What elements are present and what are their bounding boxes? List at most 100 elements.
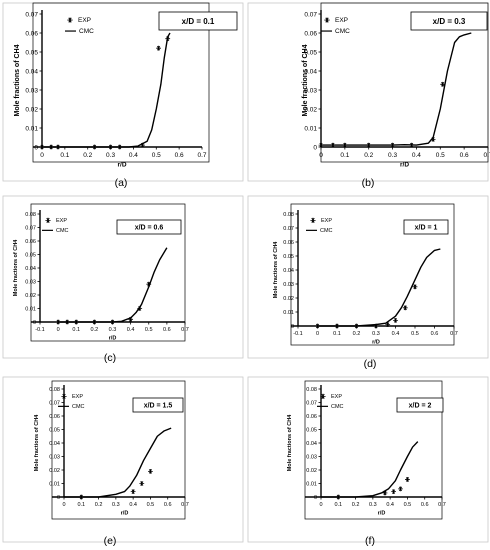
data-point-exp xyxy=(373,323,379,329)
x-tick-label: 0.4 xyxy=(129,502,137,508)
x-tick-label: 0.2 xyxy=(352,502,360,508)
data-point-exp xyxy=(148,468,153,474)
y-tick-label: 0 xyxy=(33,320,36,326)
x-tick-label: 0.6 xyxy=(163,327,171,333)
data-point-exp xyxy=(110,319,115,325)
y-tick-label: 0 xyxy=(313,144,317,151)
legend-label-exp: EXP xyxy=(331,394,342,400)
x-tick-label: 0.5 xyxy=(147,502,155,508)
data-point-exp xyxy=(64,319,70,325)
annotation-box xyxy=(158,11,238,31)
x-axis-label: r/D xyxy=(121,511,129,517)
data-point-exp xyxy=(354,323,359,329)
data-point-exp xyxy=(402,305,408,311)
y-tick-label: 0.08 xyxy=(25,212,36,218)
y-tick-label: 0.04 xyxy=(25,266,36,272)
y-tick-label: 0.01 xyxy=(25,306,36,312)
series-line-cmc xyxy=(317,248,441,327)
data-point-exp xyxy=(342,142,348,148)
series-line-cmc xyxy=(64,427,172,498)
y-tick-label: 0.07 xyxy=(49,400,60,406)
y-tick-label: 0.06 xyxy=(283,240,294,246)
legend-label-cmc: CMC xyxy=(331,404,344,410)
x-tick-label: 0.7 xyxy=(438,502,446,508)
legend-label-cmc: CMC xyxy=(72,404,85,410)
legend-label-cmc: CMC xyxy=(320,228,333,234)
x-tick-label: 0.5 xyxy=(436,152,445,159)
x-tick-label: 0.1 xyxy=(60,152,69,159)
axes-box xyxy=(290,203,455,346)
legend-label-exp: EXP xyxy=(335,17,348,24)
y-tick-label: 0.03 xyxy=(25,279,36,285)
y-axis-label: Mole fractions of CH4 xyxy=(302,44,309,116)
data-point-exp xyxy=(334,323,340,329)
data-point-exp xyxy=(412,284,418,290)
y-tick-label: 0.01 xyxy=(306,481,317,487)
annotation-label: x/D = 0.6 xyxy=(135,225,164,232)
y-tick-label: 0.05 xyxy=(283,254,294,260)
legend-label-cmc: CMC xyxy=(79,28,94,35)
data-point-exp xyxy=(156,45,161,51)
y-tick-label: 0.05 xyxy=(49,427,60,433)
data-point-exp xyxy=(39,144,45,150)
legend-marker-exp xyxy=(324,17,330,23)
data-point-exp xyxy=(385,322,391,327)
y-tick-label: 0.04 xyxy=(25,68,38,75)
y-tick-label: 0.08 xyxy=(49,387,60,393)
x-tick-label: 0.4 xyxy=(392,331,400,337)
y-axis-label: Mole fractions of CH4 xyxy=(273,241,279,298)
y-tick-label: 0.01 xyxy=(283,310,294,316)
panel-caption: (c) xyxy=(104,352,116,364)
y-tick-label: 0.03 xyxy=(49,454,60,460)
data-point-exp xyxy=(146,281,152,287)
y-tick-label: 0.05 xyxy=(304,49,317,56)
data-point-exp xyxy=(391,489,396,494)
annotation-label: x/D = 0.3 xyxy=(433,17,466,26)
x-tick-label: 0.3 xyxy=(109,327,117,333)
legend-marker-exp xyxy=(45,217,51,223)
y-tick-label: 0.01 xyxy=(49,481,60,487)
x-tick-label: 0.4 xyxy=(386,502,394,508)
chart-panel: 0 0.01 0.02 0.03 0.04 0.05 0.06 0.07 0.08 0 0.1 0.2… xyxy=(2,376,244,547)
chart-panel: 0 0.01 0.02 0.03 0.04 0.05 0.06 0.07 0.08 0 0.1 0.2… xyxy=(247,376,489,547)
x-tick-label: 0.4 xyxy=(129,152,138,159)
data-point-exp xyxy=(78,494,84,500)
y-tick-label: 0 xyxy=(57,495,60,501)
x-axis-label: r/D xyxy=(378,511,386,517)
x-tick-label: 0.1 xyxy=(334,502,342,508)
data-point-exp xyxy=(398,486,403,492)
data-point-exp xyxy=(330,142,336,148)
y-tick-label: 0.06 xyxy=(306,414,317,420)
data-point-exp xyxy=(335,494,341,500)
data-point-exp xyxy=(55,144,61,150)
data-point-exp xyxy=(73,319,79,325)
legend-label-exp: EXP xyxy=(56,218,67,224)
y-axis-label: Mole fractions of CH4 xyxy=(14,44,21,116)
data-point-exp xyxy=(140,142,145,148)
x-tick-label: 0.2 xyxy=(364,152,373,159)
annotation-box xyxy=(410,11,488,31)
y-tick-label: 0.03 xyxy=(304,87,317,94)
data-point-exp xyxy=(55,319,61,325)
x-tick-label: 0.6 xyxy=(164,502,172,508)
x-axis-label: r/D xyxy=(117,162,126,169)
annotation-label: x/D = 1.5 xyxy=(144,403,173,410)
panel-caption: (b) xyxy=(362,177,375,189)
panel-caption: (f) xyxy=(365,535,375,547)
y-tick-label: 0.04 xyxy=(304,68,317,75)
data-point-exp xyxy=(108,144,113,150)
y-tick-label: 0 xyxy=(314,495,317,501)
data-point-exp xyxy=(130,489,136,494)
data-point-exp xyxy=(165,36,171,42)
x-tick-label: 0.2 xyxy=(91,327,99,333)
data-point-exp xyxy=(315,323,320,329)
x-tick-label: 0 xyxy=(319,152,323,159)
x-tick-label: 0.3 xyxy=(369,502,377,508)
y-tick-label: 0.05 xyxy=(306,427,317,433)
x-tick-label: 0.2 xyxy=(83,152,92,159)
data-point-exp xyxy=(318,142,324,148)
x-tick-label: 0.5 xyxy=(152,152,161,159)
y-axis-label: Mole fractions of CH4 xyxy=(287,414,293,471)
legend-label-cmc: CMC xyxy=(335,28,350,35)
